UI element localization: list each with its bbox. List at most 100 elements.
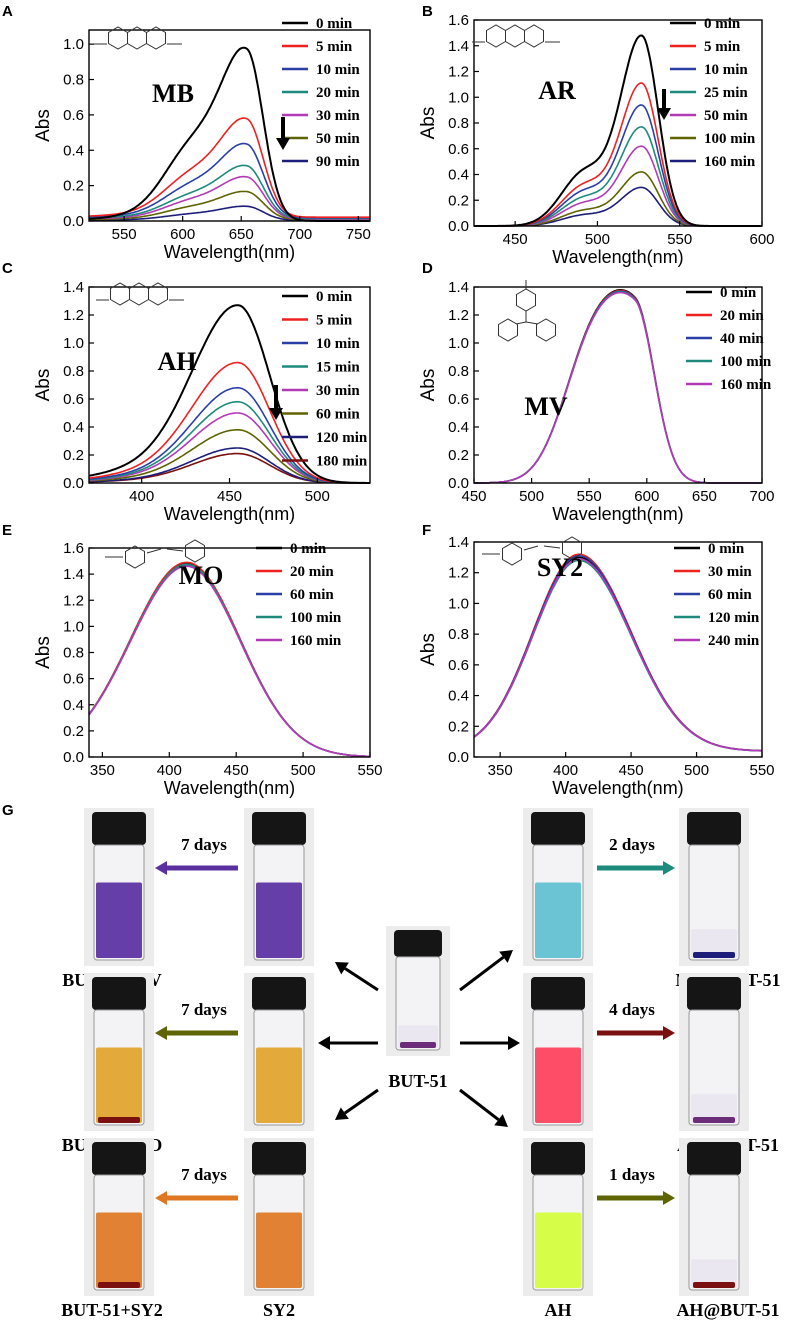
x-tick-label: 450 xyxy=(619,762,644,779)
vial-sediment xyxy=(98,1282,140,1288)
y-tick-label: 1.4 xyxy=(448,279,469,296)
y-tick-label: 1.0 xyxy=(63,335,84,352)
vial-sediment xyxy=(693,952,735,958)
legend-entry: 15 min xyxy=(316,360,360,376)
y-tick-label: 0.6 xyxy=(63,107,84,124)
transfer-arrow-mo-head xyxy=(155,1026,167,1040)
vial-mo xyxy=(244,973,314,1131)
x-axis-label: Wavelength(nm) xyxy=(552,504,683,524)
y-tick-label: 1.6 xyxy=(63,540,84,557)
molecule-structure-icon xyxy=(498,280,556,342)
vial-label: SY2 xyxy=(263,1300,295,1320)
series-line-5-min xyxy=(89,117,370,218)
vial-liquid xyxy=(691,1094,737,1123)
y-tick-label: 1.0 xyxy=(63,36,84,53)
transfer-arrow-ah-head xyxy=(663,1191,675,1205)
vial-liquid xyxy=(96,882,142,958)
molecule-structure-icon xyxy=(105,539,205,569)
x-axis-label: Wavelength(nm) xyxy=(164,778,295,798)
vial-liquid xyxy=(535,1212,581,1288)
y-tick-label: 0.6 xyxy=(448,391,469,408)
panel-letter: D xyxy=(422,260,433,277)
y-tick-label: 1.6 xyxy=(448,12,469,29)
y-tick-label: 0.6 xyxy=(63,391,84,408)
molecule-structure-icon xyxy=(94,26,182,50)
benzene-ring-icon xyxy=(129,282,149,306)
y-axis-label: Abs xyxy=(33,369,54,402)
x-tick-label: 550 xyxy=(112,226,137,243)
vial-cap-icon xyxy=(394,930,442,957)
dye-label: SY2 xyxy=(537,553,583,582)
x-tick-label: 750 xyxy=(346,226,371,243)
legend-entry: 160 min xyxy=(720,377,772,393)
benzene-ring-icon xyxy=(146,26,166,50)
benzene-ring-icon xyxy=(562,536,582,560)
vial-liquid xyxy=(96,1047,142,1123)
legend-entry: 25 min xyxy=(704,85,748,101)
y-tick-label: 1.4 xyxy=(448,38,469,55)
vial-cap-icon xyxy=(687,977,741,1010)
molecule-structure-icon xyxy=(472,24,560,48)
y-tick-label: 1.4 xyxy=(448,534,469,551)
legend-entry: 50 min xyxy=(704,108,748,124)
y-tick-label: 0.0 xyxy=(448,749,469,766)
vial-liquid xyxy=(535,882,581,958)
plot-frame xyxy=(473,286,763,484)
x-tick-label: 500 xyxy=(585,231,610,248)
dye-label: AR xyxy=(538,76,576,105)
vial-sediment xyxy=(400,1042,436,1048)
y-tick-label: 0.8 xyxy=(63,72,84,89)
transfer-arrow-mb-head xyxy=(663,861,675,875)
y-tick-label: 1.0 xyxy=(448,89,469,106)
series-line-240-min xyxy=(473,558,762,752)
dye-label: MV xyxy=(524,392,568,421)
y-axis-label: Abs xyxy=(33,636,54,669)
vial-but-51-sy2 xyxy=(84,1138,154,1296)
vial-label: AH@BUT-51 xyxy=(676,1300,779,1320)
dye-label: MB xyxy=(152,79,194,108)
y-tick-label: 0.0 xyxy=(63,213,84,230)
y-tick-label: 1.2 xyxy=(63,592,84,609)
y-tick-label: 0.4 xyxy=(63,697,84,714)
benzene-ring-icon xyxy=(516,288,536,312)
chart-panel-e: 350 400 450 500 550 0.0 0.2 0.4 0.6 0.8 1.0 1.2 1.4 1… xyxy=(2,522,383,798)
legend-entry: 20 min xyxy=(290,564,334,580)
x-tick-label: 550 xyxy=(667,231,692,248)
legend-entry: 160 min xyxy=(704,154,756,170)
vial-liquid xyxy=(256,1047,302,1123)
bond-icon xyxy=(515,321,527,325)
benzene-ring-icon xyxy=(125,545,145,569)
y-tick-label: 1.0 xyxy=(448,335,469,352)
vial-label: BUT-51+SY2 xyxy=(61,1300,163,1320)
y-tick-label: 1.0 xyxy=(448,595,469,612)
x-tick-label: 700 xyxy=(287,226,312,243)
y-tick-label: 0.4 xyxy=(63,419,84,436)
series-line-100-min xyxy=(474,171,762,227)
vial-cap-icon xyxy=(252,977,306,1010)
legend-entry: 0 min xyxy=(720,285,757,301)
x-tick-label: 550 xyxy=(577,488,602,505)
vial-cap-icon xyxy=(92,812,146,845)
decay-arrow-head xyxy=(276,138,290,150)
vial-cap-icon xyxy=(531,977,585,1010)
legend-entry: 180 min xyxy=(316,454,368,470)
molecule-structure-icon xyxy=(96,282,184,306)
y-tick-label: 0.2 xyxy=(448,718,469,735)
legend-entry: 40 min xyxy=(720,331,764,347)
x-tick-label: 400 xyxy=(129,488,154,505)
x-axis-label: Wavelength(nm) xyxy=(552,778,683,798)
vial-liquid xyxy=(535,1047,581,1123)
dye-label: MO xyxy=(179,561,224,590)
decay-arrow-head xyxy=(657,108,671,120)
x-axis-label: Wavelength(nm) xyxy=(164,504,295,524)
bond-icon xyxy=(146,548,162,554)
y-tick-label: 0.4 xyxy=(448,167,469,184)
y-tick-label: 1.2 xyxy=(448,565,469,582)
dye-label: AH xyxy=(158,347,197,376)
benzene-ring-icon xyxy=(185,539,205,563)
x-tick-label: 500 xyxy=(519,488,544,505)
arrow-to-ah-shaft xyxy=(459,1088,500,1121)
bond-icon xyxy=(166,548,184,552)
